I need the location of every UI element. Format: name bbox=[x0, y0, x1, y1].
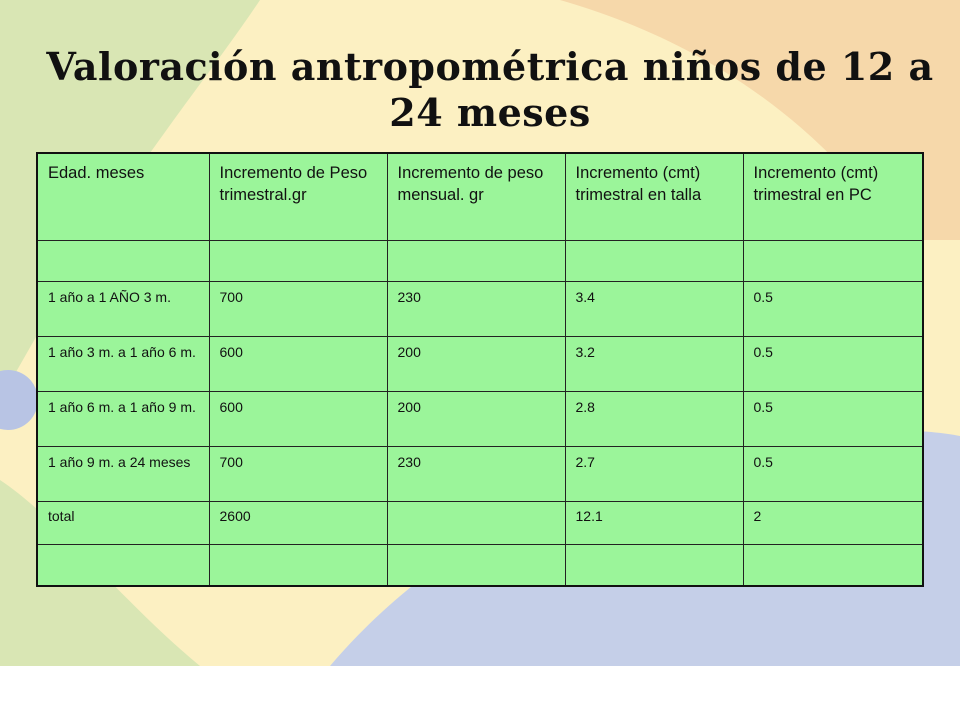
table-cell bbox=[36, 544, 210, 587]
table-row: 1 año a 1 AÑO 3 m. 700 230 3.4 0.5 bbox=[36, 281, 924, 337]
green-swirl-shape bbox=[0, 0, 260, 400]
table-cell: 2.7 bbox=[564, 446, 744, 502]
data-table: Edad. meses Incremento de Peso trimestra… bbox=[36, 152, 924, 587]
table-cell bbox=[386, 240, 566, 282]
table-cell bbox=[208, 544, 388, 587]
table-row bbox=[36, 544, 924, 587]
table-cell bbox=[386, 544, 566, 587]
table-cell bbox=[742, 544, 924, 587]
table-cell: total bbox=[36, 501, 210, 545]
table-cell: 2 bbox=[742, 501, 924, 545]
table-cell: 3.4 bbox=[564, 281, 744, 337]
table-cell: 3.2 bbox=[564, 336, 744, 392]
table-cell: 0.5 bbox=[742, 336, 924, 392]
table-cell: 0.5 bbox=[742, 281, 924, 337]
header-cell: Incremento de Peso trimestral.gr bbox=[208, 152, 388, 241]
table-row: 1 año 9 m. a 24 meses 700 230 2.7 0.5 bbox=[36, 446, 924, 502]
table-cell: 12.1 bbox=[564, 501, 744, 545]
page-title: Valoración antropométrica niños de 12 a … bbox=[46, 44, 934, 135]
table-row: 1 año 6 m. a 1 año 9 m. 600 200 2.8 0.5 bbox=[36, 391, 924, 447]
table-cell: 0.5 bbox=[742, 446, 924, 502]
table-cell: 700 bbox=[208, 446, 388, 502]
table-cell: 200 bbox=[386, 336, 566, 392]
table-cell: 200 bbox=[386, 391, 566, 447]
table-row: 1 año 3 m. a 1 año 6 m. 600 200 3.2 0.5 bbox=[36, 336, 924, 392]
table-cell: 600 bbox=[208, 336, 388, 392]
slide: Valoración antropométrica niños de 12 a … bbox=[0, 0, 960, 666]
data-table-container: Edad. meses Incremento de Peso trimestra… bbox=[36, 152, 924, 587]
header-cell: Incremento (cmt) trimestral en talla bbox=[564, 152, 744, 241]
table-cell: 230 bbox=[386, 446, 566, 502]
table-cell: 700 bbox=[208, 281, 388, 337]
table-total-row: total 2600 12.1 2 bbox=[36, 501, 924, 545]
header-cell: Incremento (cmt) trimestral en PC bbox=[742, 152, 924, 241]
table-cell: 1 año a 1 AÑO 3 m. bbox=[36, 281, 210, 337]
table-cell: 1 año 3 m. a 1 año 6 m. bbox=[36, 336, 210, 392]
blue-circle-shape bbox=[0, 370, 38, 430]
table-cell bbox=[742, 240, 924, 282]
table-cell: 1 año 6 m. a 1 año 9 m. bbox=[36, 391, 210, 447]
table-cell: 0.5 bbox=[742, 391, 924, 447]
table-cell: 230 bbox=[386, 281, 566, 337]
header-cell: Incremento de peso mensual. gr bbox=[386, 152, 566, 241]
table-cell bbox=[208, 240, 388, 282]
table-cell bbox=[386, 501, 566, 545]
table-cell bbox=[564, 544, 744, 587]
table-header-row: Edad. meses Incremento de Peso trimestra… bbox=[36, 152, 924, 241]
table-cell: 2600 bbox=[208, 501, 388, 545]
table-cell: 1 año 9 m. a 24 meses bbox=[36, 446, 210, 502]
table-cell bbox=[564, 240, 744, 282]
table-cell bbox=[36, 240, 210, 282]
table-row bbox=[36, 240, 924, 282]
header-cell: Edad. meses bbox=[36, 152, 210, 241]
table-cell: 2.8 bbox=[564, 391, 744, 447]
table-cell: 600 bbox=[208, 391, 388, 447]
